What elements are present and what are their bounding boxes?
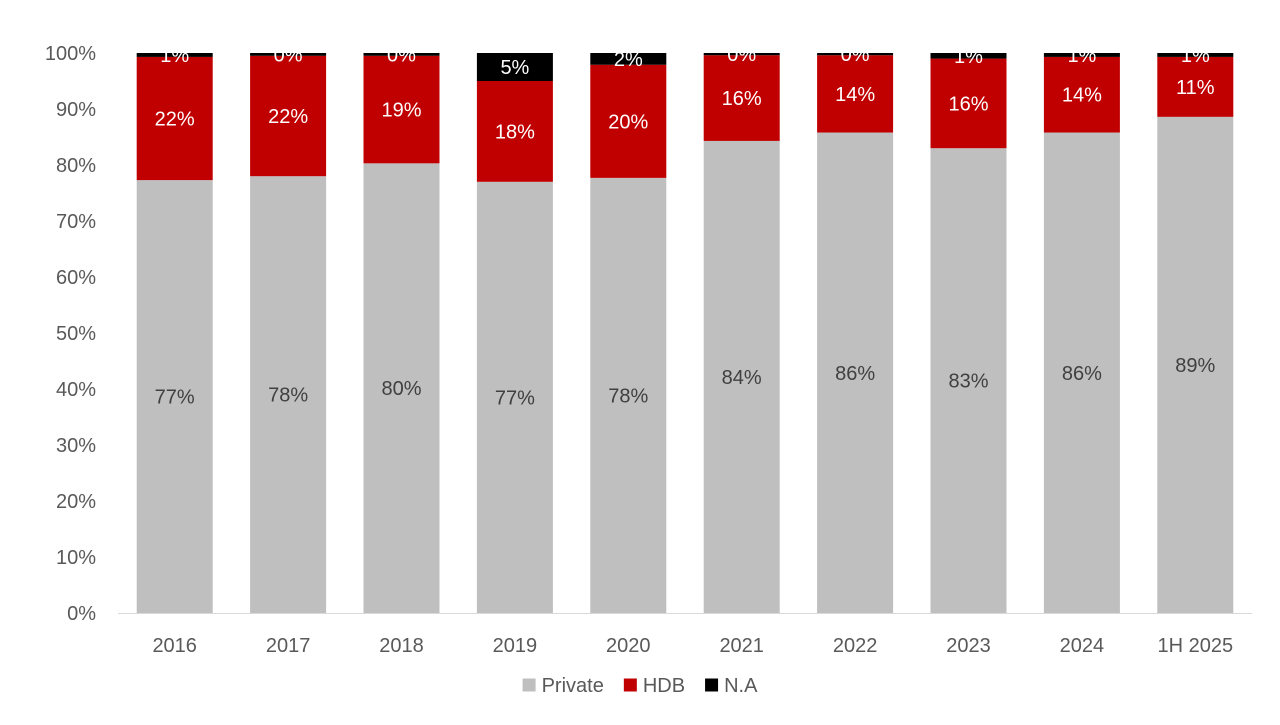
bar-segment-hdb	[703, 55, 780, 141]
data-label: 0%	[387, 44, 416, 66]
x-tick-label: 2023	[946, 635, 991, 657]
data-label: 83%	[948, 371, 988, 393]
legend-swatch-private	[522, 678, 536, 692]
data-label: 19%	[381, 100, 421, 122]
x-tick-label: 2017	[266, 635, 311, 657]
legend-label: Private	[542, 675, 604, 697]
x-tick-label: 2021	[719, 635, 764, 657]
data-label: 86%	[1062, 363, 1102, 385]
bar-segment-hdb	[476, 81, 553, 182]
y-tick-label: 20%	[56, 491, 96, 513]
bar-segment-n-a	[1043, 53, 1120, 57]
legend-swatch-hdb	[623, 678, 637, 692]
y-tick-label: 10%	[56, 547, 96, 569]
bar-segment-n-a	[136, 53, 213, 57]
data-label: 80%	[381, 378, 421, 400]
bar-segment-private	[1157, 116, 1234, 613]
data-label: 2%	[614, 49, 643, 71]
bar-segment-hdb	[930, 58, 1007, 149]
bar-segment-n-a	[703, 53, 780, 56]
data-label: 78%	[608, 385, 648, 407]
bar-segment-n-a	[930, 53, 1007, 59]
data-label: 16%	[722, 88, 762, 110]
bar-segment-private	[1043, 132, 1120, 613]
y-tick-label: 40%	[56, 379, 96, 401]
bar-segment-n-a	[590, 53, 667, 65]
bar-segment-hdb	[136, 56, 213, 181]
y-tick-label: 30%	[56, 435, 96, 457]
bar-segment-n-a	[817, 53, 894, 56]
x-tick-label: 2019	[493, 635, 538, 657]
bar-segment-hdb	[250, 55, 327, 177]
bar-segment-private	[136, 180, 213, 613]
data-label: 22%	[268, 106, 308, 128]
data-label: 77%	[155, 387, 195, 409]
bar-segment-hdb	[1043, 56, 1120, 133]
x-tick-label: 1H 2025	[1157, 635, 1233, 657]
y-tick-label: 50%	[56, 323, 96, 345]
bar-segment-hdb	[817, 55, 894, 133]
data-label: 1%	[160, 45, 189, 67]
data-label: 16%	[948, 93, 988, 115]
bar-segment-private	[590, 177, 667, 613]
legend-swatch-n-a	[705, 678, 719, 692]
data-label: 1%	[1181, 45, 1210, 67]
y-tick-label: 70%	[56, 211, 96, 233]
data-label: 0%	[274, 44, 303, 66]
data-label: 84%	[722, 367, 762, 389]
bar-segment-n-a	[363, 53, 440, 56]
data-label: 77%	[495, 387, 535, 409]
bar-segment-private	[250, 176, 327, 613]
y-tick-label: 60%	[56, 267, 96, 289]
y-tick-label: 90%	[56, 99, 96, 121]
data-label: 89%	[1175, 355, 1215, 377]
y-tick-label: 0%	[67, 603, 96, 625]
x-tick-label: 2020	[606, 635, 651, 657]
data-label: 0%	[841, 44, 870, 66]
y-tick-label: 100%	[45, 43, 96, 65]
data-label: 11%	[1176, 77, 1215, 99]
data-label: 0%	[727, 44, 756, 66]
bar-segment-n-a	[1157, 53, 1234, 57]
bar-segment-n-a	[476, 53, 553, 81]
data-label: 86%	[835, 363, 875, 385]
data-label: 20%	[608, 111, 648, 133]
bar-segment-private	[703, 140, 780, 614]
y-tick-label: 80%	[56, 155, 96, 177]
bar-segment-hdb	[363, 55, 440, 164]
data-label: 78%	[268, 385, 308, 407]
legend-label: HDB	[643, 675, 685, 697]
bar-segment-private	[817, 132, 894, 613]
x-tick-label: 2016	[152, 635, 197, 657]
x-tick-label: 2024	[1060, 635, 1105, 657]
bar-segment-private	[476, 181, 553, 614]
bar-segment-private	[930, 148, 1007, 613]
legend-label: N.A	[724, 675, 758, 697]
data-label: 18%	[495, 121, 535, 143]
bar-segment-hdb	[590, 64, 667, 178]
x-tick-label: 2022	[833, 635, 878, 657]
data-label: 22%	[155, 109, 195, 131]
bar-segment-hdb	[1157, 56, 1234, 117]
bar-segment-private	[363, 163, 440, 613]
data-label: 1%	[1067, 45, 1096, 67]
data-label: 5%	[500, 57, 529, 79]
data-label: 14%	[1062, 85, 1102, 107]
x-tick-label: 2018	[379, 635, 424, 657]
data-label: 14%	[835, 84, 875, 106]
bar-segment-n-a	[250, 53, 327, 56]
data-label: 1%	[954, 46, 983, 68]
